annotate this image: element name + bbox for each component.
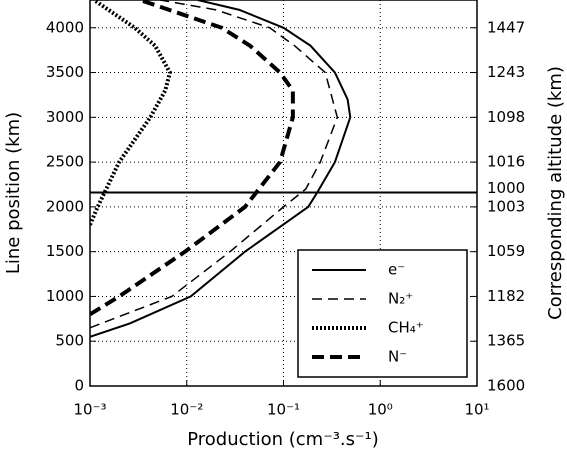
y2-tick-label: 1059: [487, 242, 525, 260]
y2-tick-label: 1182: [487, 287, 525, 305]
legend-label: CH₄⁺: [388, 319, 424, 337]
series-line: [90, 0, 173, 226]
legend-box: [297, 249, 468, 378]
y-tick-label: 0: [74, 377, 84, 395]
y-tick-label: 3500: [46, 63, 84, 81]
series-line: [90, 0, 352, 338]
x-tick-label: 10⁻²: [170, 401, 203, 419]
reference-label: 1000: [487, 179, 525, 197]
x-tick-label: 10⁰: [368, 401, 393, 419]
legend-label: N₂⁺: [388, 290, 413, 308]
y2-tick-label: 1016: [487, 153, 525, 171]
y-tick-label: 1500: [46, 242, 84, 260]
y2-tick-label: 1243: [487, 63, 525, 81]
plot-frame: [89, 0, 478, 387]
y-tick-label: 3000: [46, 108, 84, 126]
x-tick-label: 10⁻¹: [267, 401, 300, 419]
x-axis-label: Production (cm⁻³.s⁻¹): [187, 429, 379, 450]
y-tick-label: 4000: [46, 18, 84, 36]
y-axis-label: Line position (km): [3, 112, 24, 274]
series-line: [90, 0, 295, 317]
x-tick-label: 10¹: [464, 401, 489, 419]
y2-tick-label: 1600: [487, 377, 525, 395]
y2-tick-label: 1447: [487, 18, 525, 36]
y2-tick-label: 1365: [487, 332, 525, 350]
y-tick-label: 2000: [46, 197, 84, 215]
y-tick-label: 1000: [46, 287, 84, 305]
y2-tick-label: 1003: [487, 197, 525, 215]
legend-label: N⁻: [388, 348, 407, 366]
legend-label: e⁻: [388, 261, 405, 279]
series-line: [90, 0, 339, 329]
x-tick-label: 10⁻³: [73, 401, 106, 419]
y-tick-label: 500: [55, 332, 84, 350]
y-tick-label: 2500: [46, 153, 84, 171]
y2-axis-label: Corresponding altitude (km): [545, 66, 566, 320]
y2-tick-label: 1098: [487, 108, 525, 126]
